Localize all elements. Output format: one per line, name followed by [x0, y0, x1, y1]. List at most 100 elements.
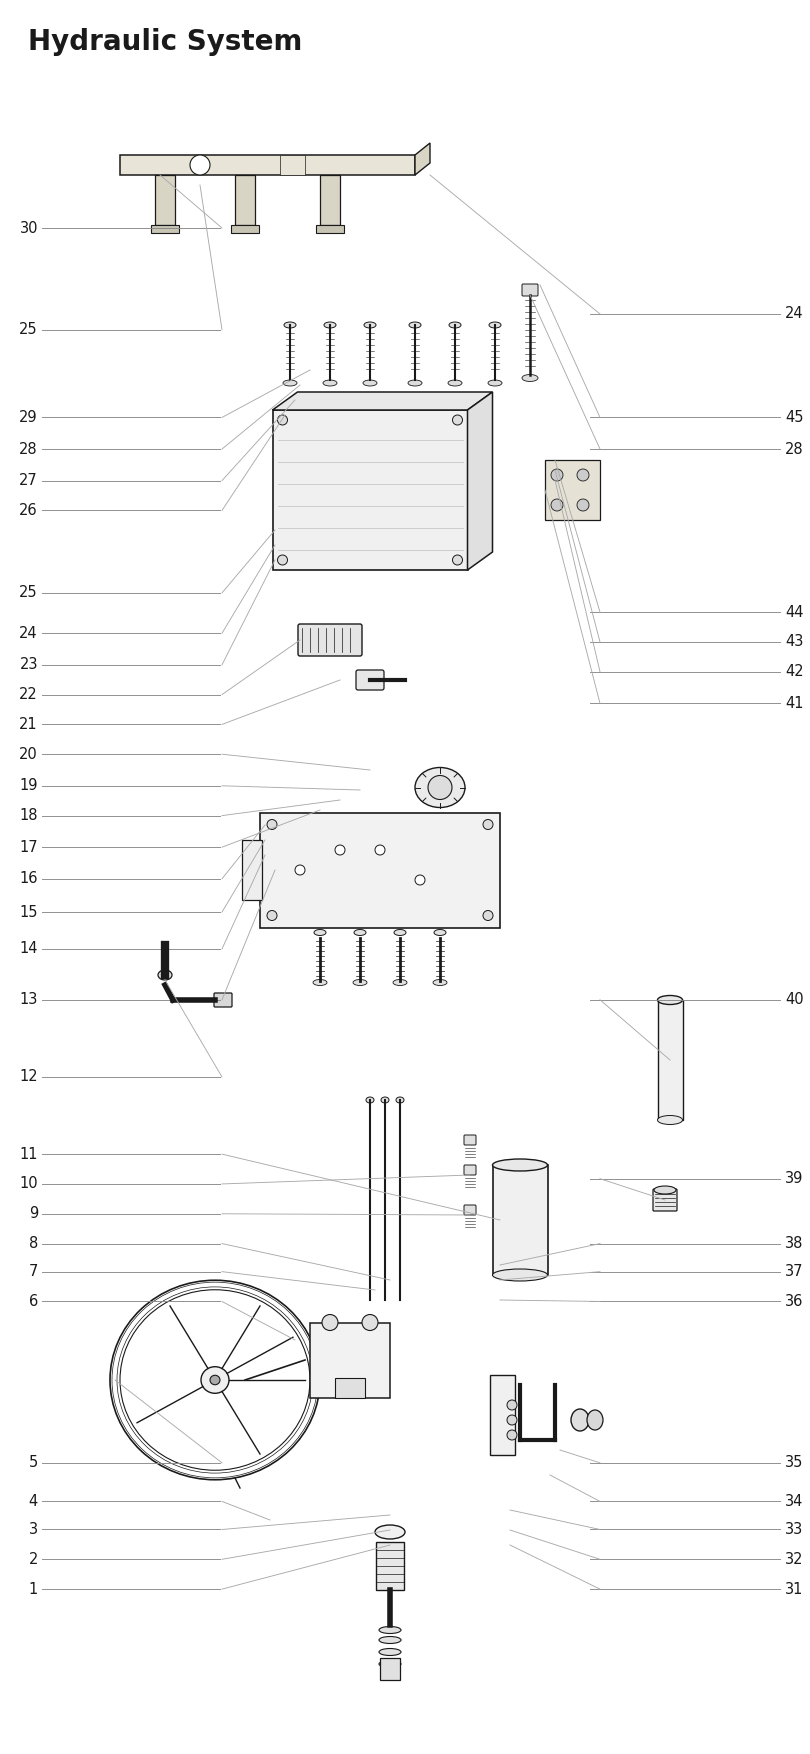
Circle shape	[551, 498, 563, 510]
Ellipse shape	[364, 323, 376, 328]
FancyBboxPatch shape	[316, 225, 344, 233]
Circle shape	[375, 845, 385, 854]
Text: 27: 27	[19, 474, 38, 488]
Ellipse shape	[492, 1159, 548, 1172]
Text: 32: 32	[785, 1552, 804, 1566]
Circle shape	[267, 910, 277, 921]
Circle shape	[362, 1314, 378, 1331]
Text: 31: 31	[785, 1582, 804, 1596]
Circle shape	[483, 819, 493, 830]
Text: 42: 42	[785, 665, 804, 679]
Text: 18: 18	[19, 809, 38, 823]
Ellipse shape	[210, 1375, 220, 1384]
FancyBboxPatch shape	[653, 1189, 677, 1210]
Ellipse shape	[488, 381, 502, 386]
FancyBboxPatch shape	[658, 1000, 683, 1121]
Circle shape	[483, 910, 493, 921]
Text: 39: 39	[785, 1172, 804, 1186]
Ellipse shape	[396, 1096, 404, 1103]
Circle shape	[278, 416, 288, 424]
FancyBboxPatch shape	[545, 460, 600, 519]
Text: 28: 28	[785, 442, 804, 456]
Circle shape	[551, 468, 563, 481]
Circle shape	[453, 416, 463, 424]
Ellipse shape	[313, 979, 327, 986]
Ellipse shape	[353, 979, 367, 986]
Text: 15: 15	[19, 905, 38, 919]
Circle shape	[415, 875, 425, 886]
Ellipse shape	[283, 381, 297, 386]
Ellipse shape	[658, 1116, 683, 1124]
Polygon shape	[272, 391, 492, 410]
Text: 19: 19	[19, 779, 38, 793]
Text: 13: 13	[19, 993, 38, 1007]
Text: 35: 35	[785, 1456, 804, 1470]
Ellipse shape	[571, 1408, 589, 1431]
Circle shape	[335, 845, 345, 854]
Circle shape	[507, 1430, 517, 1440]
Ellipse shape	[522, 375, 538, 382]
Polygon shape	[467, 391, 492, 570]
Text: 24: 24	[785, 307, 804, 321]
Text: 9: 9	[28, 1207, 38, 1221]
Ellipse shape	[354, 930, 366, 935]
Text: 33: 33	[785, 1522, 804, 1537]
Text: 17: 17	[19, 840, 38, 854]
Polygon shape	[120, 154, 415, 175]
Ellipse shape	[433, 979, 447, 986]
FancyBboxPatch shape	[522, 284, 538, 296]
Ellipse shape	[654, 1186, 676, 1194]
FancyBboxPatch shape	[464, 1165, 476, 1175]
Ellipse shape	[409, 323, 421, 328]
Text: 5: 5	[28, 1456, 38, 1470]
Ellipse shape	[434, 930, 446, 935]
Ellipse shape	[366, 1096, 374, 1103]
Text: 44: 44	[785, 605, 804, 619]
Circle shape	[507, 1400, 517, 1410]
FancyBboxPatch shape	[151, 225, 179, 233]
Circle shape	[267, 819, 277, 830]
Text: 34: 34	[785, 1494, 804, 1508]
Text: 8: 8	[28, 1237, 38, 1251]
Text: 3: 3	[29, 1522, 38, 1537]
Text: 20: 20	[19, 747, 38, 761]
Text: 4: 4	[28, 1494, 38, 1508]
Text: 16: 16	[19, 872, 38, 886]
Ellipse shape	[394, 930, 406, 935]
Ellipse shape	[375, 1524, 405, 1538]
Ellipse shape	[363, 381, 377, 386]
Ellipse shape	[415, 768, 465, 807]
Text: 21: 21	[19, 717, 38, 731]
FancyBboxPatch shape	[272, 410, 467, 570]
FancyBboxPatch shape	[356, 670, 384, 689]
Ellipse shape	[379, 1626, 401, 1633]
FancyBboxPatch shape	[380, 1658, 400, 1680]
Text: 10: 10	[19, 1177, 38, 1191]
FancyBboxPatch shape	[242, 840, 262, 900]
Text: 36: 36	[785, 1294, 804, 1308]
Text: 25: 25	[19, 586, 38, 600]
Text: 43: 43	[785, 635, 804, 649]
Ellipse shape	[379, 1636, 401, 1643]
Circle shape	[507, 1415, 517, 1424]
Text: 28: 28	[19, 442, 38, 456]
FancyBboxPatch shape	[376, 1542, 404, 1589]
Ellipse shape	[201, 1366, 229, 1393]
Text: 25: 25	[19, 323, 38, 337]
Ellipse shape	[448, 381, 462, 386]
FancyBboxPatch shape	[490, 1375, 515, 1456]
Text: 45: 45	[785, 410, 804, 424]
Text: Hydraulic System: Hydraulic System	[28, 28, 302, 56]
Ellipse shape	[284, 323, 296, 328]
FancyBboxPatch shape	[280, 154, 305, 175]
Circle shape	[428, 775, 452, 800]
FancyBboxPatch shape	[214, 993, 232, 1007]
FancyBboxPatch shape	[298, 624, 362, 656]
Ellipse shape	[379, 1661, 401, 1668]
Text: 24: 24	[19, 626, 38, 640]
Circle shape	[278, 554, 288, 565]
FancyBboxPatch shape	[464, 1135, 476, 1145]
Text: 7: 7	[28, 1265, 38, 1279]
Text: 37: 37	[785, 1265, 804, 1279]
FancyBboxPatch shape	[310, 1323, 390, 1398]
